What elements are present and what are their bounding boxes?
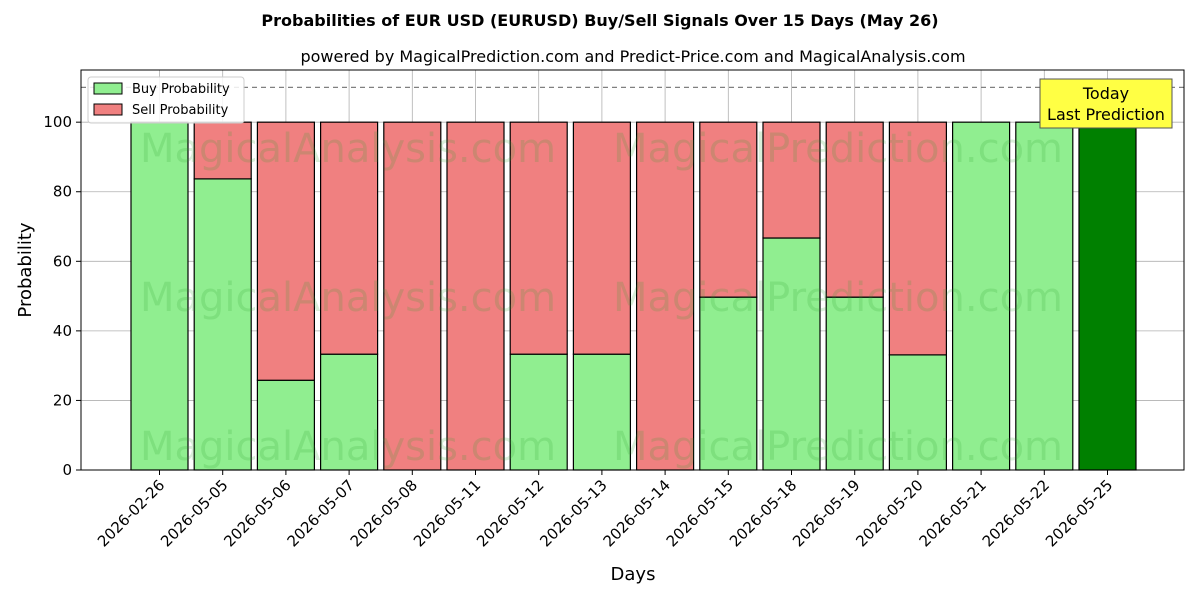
bar-sell	[699, 121, 758, 298]
bar-sell	[446, 121, 505, 471]
bar-sell	[320, 121, 379, 355]
annotation-line: Today	[1082, 84, 1129, 103]
x-tick-label: 2026-05-19	[789, 476, 863, 550]
x-tick-label: 2026-05-14	[600, 476, 674, 550]
bar-sell	[762, 121, 821, 239]
x-axis-label: Days	[611, 564, 656, 585]
x-tick-label: 2026-05-25	[1042, 476, 1116, 550]
x-tick-label: 2026-05-22	[979, 476, 1053, 550]
bar-buy	[825, 296, 884, 471]
annotation-line: Last Prediction	[1047, 105, 1165, 124]
y-tick-label: 40	[53, 322, 72, 340]
y-tick-label: 20	[53, 391, 72, 409]
bar-sell	[193, 121, 252, 180]
x-tick-label: 2026-05-12	[473, 476, 547, 550]
y-tick-label: 80	[53, 183, 72, 201]
bar-buy	[888, 354, 948, 471]
x-tick-label: 2026-05-11	[410, 476, 484, 550]
chart-subtitle: powered by MagicalPrediction.com and Pre…	[300, 47, 965, 66]
watermark-text: MagicalPrediction.com	[613, 424, 1063, 470]
bar-sell	[888, 121, 948, 356]
legend: Buy Probability Sell Probability	[87, 76, 245, 124]
legend-box	[87, 76, 245, 124]
watermark-text: MagicalPrediction.com	[613, 275, 1063, 321]
bar-buy	[572, 353, 632, 471]
watermark-text: MagicalAnalysis.com	[140, 275, 556, 321]
x-tick-label: 2026-05-18	[726, 476, 800, 550]
chart-title: Probabilities of EUR USD (EURUSD) Buy/Se…	[261, 11, 938, 30]
today-annotation: Today Last Prediction	[1039, 78, 1173, 129]
bar-sell	[256, 121, 315, 381]
legend-label: Buy Probability	[132, 82, 230, 97]
bars	[130, 121, 1137, 471]
x-tick-label: 2026-05-07	[284, 476, 358, 550]
bar-sell	[635, 121, 695, 471]
bar-sell	[509, 121, 568, 355]
x-tick-label: 2026-05-13	[536, 476, 610, 550]
plot-frame	[80, 69, 1185, 471]
x-tick-label: 2026-05-06	[220, 476, 294, 550]
bar-buy	[762, 237, 821, 471]
bar-buy	[699, 296, 758, 471]
legend-label: Sell Probability	[132, 103, 229, 118]
legend-swatch	[93, 103, 123, 116]
bar-buy	[1078, 121, 1137, 471]
watermark-text: MagicalPrediction.com	[613, 126, 1063, 172]
bar-buy	[951, 121, 1011, 471]
y-axis-label: Probability	[15, 222, 36, 317]
x-tick-label: 2026-05-08	[347, 476, 421, 550]
bar-buy	[1015, 121, 1074, 471]
x-tick-label: 2026-05-05	[157, 476, 231, 550]
watermark-text: MagicalAnalysis.com	[140, 126, 556, 172]
bar-sell	[572, 121, 632, 355]
y-tick-label: 60	[53, 252, 72, 270]
annotation-box	[1039, 78, 1173, 129]
y-tick-label: 0	[62, 461, 72, 479]
watermark-text: MagicalAnalysis.com	[140, 424, 556, 470]
x-tick-label: 2026-05-20	[852, 476, 926, 550]
x-tick-label: 2026-02-26	[94, 476, 168, 550]
legend-swatch	[93, 82, 123, 95]
x-tick-label: 2026-05-15	[663, 476, 737, 550]
watermarks: MagicalAnalysis.com MagicalPrediction.com…	[140, 126, 1063, 470]
y-tick-label: 100	[43, 113, 72, 131]
bar-sell	[825, 121, 884, 298]
bar-buy	[320, 353, 379, 471]
bar-sell	[383, 121, 442, 471]
x-tick-label: 2026-05-21	[916, 476, 990, 550]
